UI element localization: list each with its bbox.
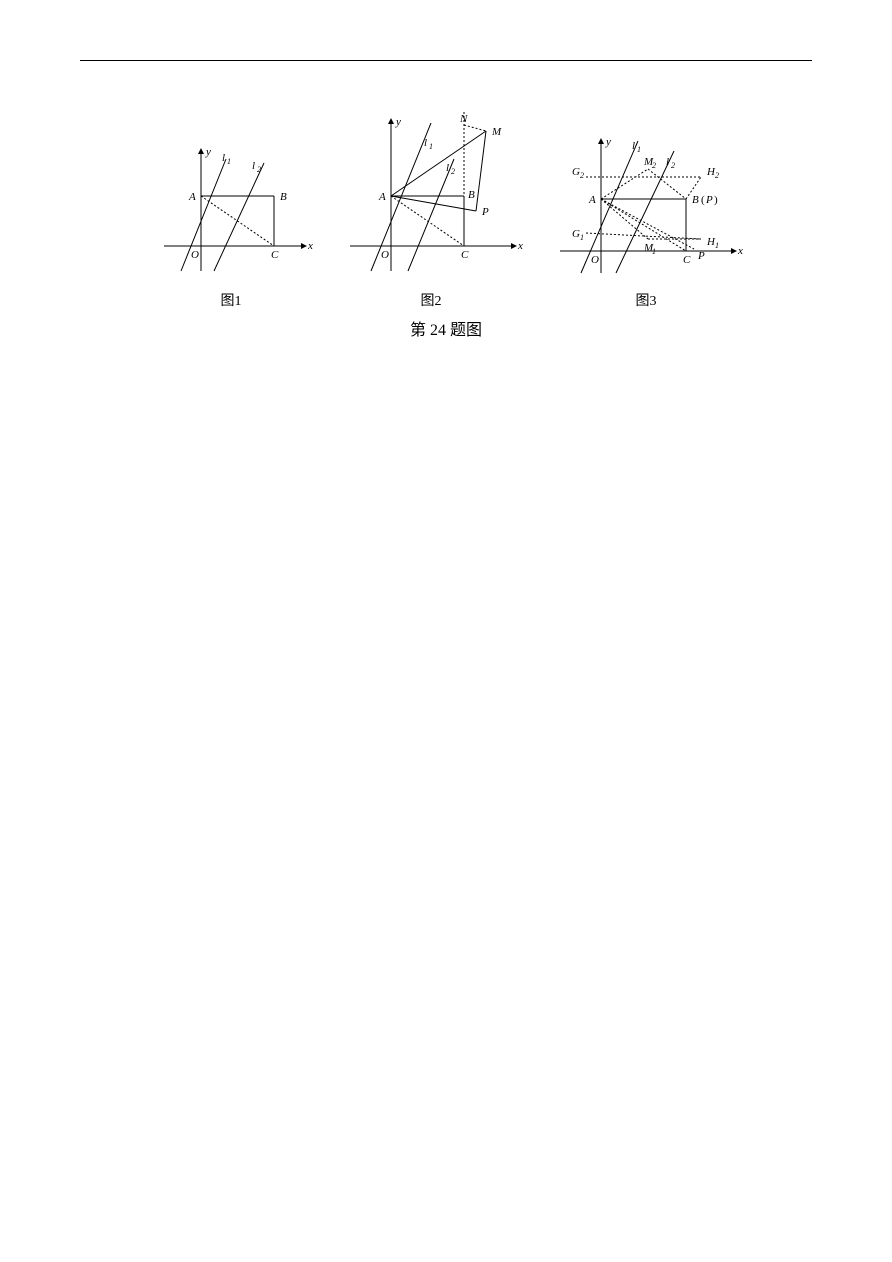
svg-text:B: B [280,191,287,203]
svg-text:): ) [714,194,718,206]
top-rule [80,60,812,61]
svg-text:l: l [446,162,449,174]
figure-2-col: l1l2OABCPMNxy 图2 [336,101,526,310]
svg-text:2: 2 [257,165,261,174]
svg-text:x: x [737,245,743,257]
figure-1-col: l1l2OABCxy 图1 [146,131,316,310]
svg-text:y: y [205,146,211,158]
figure-3-col: l1l2OAB(P)CG1G2M1M2H1H2Pxy 图3 [546,121,746,310]
svg-text:G: G [572,166,580,178]
svg-text:1: 1 [580,233,584,242]
svg-text:(: ( [701,194,705,206]
figure-1-label: 图1 [221,290,242,310]
svg-text:1: 1 [429,142,433,151]
svg-text:1: 1 [652,247,656,256]
svg-text:O: O [381,249,389,261]
svg-text:1: 1 [227,157,231,166]
svg-text:2: 2 [671,161,675,170]
svg-text:1: 1 [637,145,641,154]
main-caption: 第 24 题图 [80,316,812,340]
svg-text:B: B [468,189,475,201]
svg-text:C: C [683,254,691,266]
svg-text:2: 2 [652,161,656,170]
figure-3-svg: l1l2OAB(P)CG1G2M1M2H1H2Pxy [546,121,746,286]
svg-text:O: O [591,254,599,266]
svg-text:y: y [395,116,401,128]
svg-text:1: 1 [715,241,719,250]
svg-text:B: B [692,194,699,206]
svg-text:x: x [307,240,313,252]
figures-row: l1l2OABCxy 图1 l1l2OABCPMNxy 图2 l1l2OAB(P… [146,101,746,310]
svg-text:2: 2 [715,171,719,180]
svg-text:P: P [481,206,489,218]
svg-text:2: 2 [580,171,584,180]
svg-text:C: C [461,249,469,261]
svg-text:P: P [697,250,705,262]
svg-text:O: O [191,249,199,261]
page: l1l2OABCxy 图1 l1l2OABCPMNxy 图2 l1l2OAB(P… [0,0,892,1262]
svg-text:A: A [588,194,596,206]
svg-text:l: l [424,137,427,149]
figure-2-label: 图2 [421,290,442,310]
svg-text:C: C [271,249,279,261]
svg-text:A: A [188,191,196,203]
svg-text:l: l [666,156,669,168]
svg-text:A: A [378,191,386,203]
figure-1-svg: l1l2OABCxy [146,131,316,286]
figure-2-svg: l1l2OABCPMNxy [336,101,526,286]
svg-text:P: P [705,194,713,206]
svg-text:G: G [572,228,580,240]
svg-text:N: N [459,113,468,125]
svg-text:l: l [632,140,635,152]
svg-text:l: l [252,160,255,172]
svg-text:y: y [605,136,611,148]
svg-text:2: 2 [451,167,455,176]
svg-text:x: x [517,240,523,252]
svg-text:M: M [491,126,502,138]
figure-3-label: 图3 [636,290,657,310]
svg-text:l: l [222,152,225,164]
